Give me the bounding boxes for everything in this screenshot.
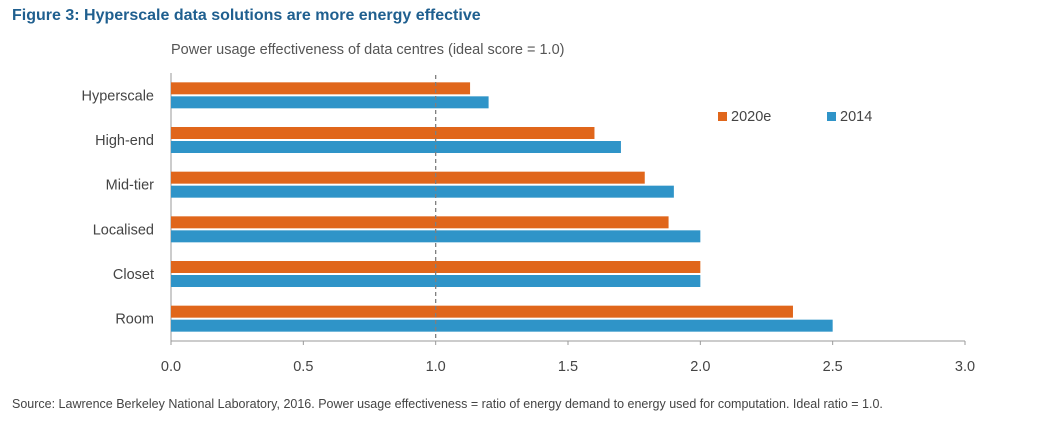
bar-2014-hyperscale xyxy=(171,96,489,109)
x-tick-label: 0.0 xyxy=(161,359,181,375)
category-label-closet: Closet xyxy=(113,267,154,283)
bar-2020e-hyperscale xyxy=(171,82,471,95)
x-tick-label: 0.5 xyxy=(293,359,313,375)
bar-2020e-room xyxy=(171,305,793,318)
category-label-room: Room xyxy=(115,312,154,328)
source-note: Source: Lawrence Berkeley National Labor… xyxy=(12,397,883,411)
x-tick-label: 2.0 xyxy=(690,359,710,375)
category-label-hyperscale: Hyperscale xyxy=(81,88,154,104)
x-tick-label: 1.0 xyxy=(426,359,446,375)
figure-title: Figure 3: Hyperscale data solutions are … xyxy=(12,7,481,24)
legend-label-2014: 2014 xyxy=(840,109,872,125)
bar-chart: Hyperscale High-end Mid-tier Localised Close… xyxy=(81,73,975,375)
bar-2020e-high-end xyxy=(171,127,595,139)
bar-2020e-mid-tier xyxy=(171,171,645,184)
legend-label-2020e: 2020e xyxy=(731,109,771,125)
legend-swatch-2014 xyxy=(827,112,836,121)
category-label-mid-tier: Mid-tier xyxy=(106,178,155,194)
bar-2020e-localised xyxy=(171,216,669,229)
bar-2014-mid-tier xyxy=(171,185,674,198)
category-label-high-end: High-end xyxy=(95,133,154,149)
x-tick-label: 3.0 xyxy=(955,359,975,375)
bar-2014-high-end xyxy=(171,141,621,153)
chart-title: Power usage effectiveness of data centre… xyxy=(171,42,565,58)
x-tick-label: 1.5 xyxy=(558,359,578,375)
legend-swatch-2020e xyxy=(718,112,727,121)
x-tick-label: 2.5 xyxy=(823,359,843,375)
category-label-localised: Localised xyxy=(93,222,154,238)
bar-2014-room xyxy=(171,319,833,332)
